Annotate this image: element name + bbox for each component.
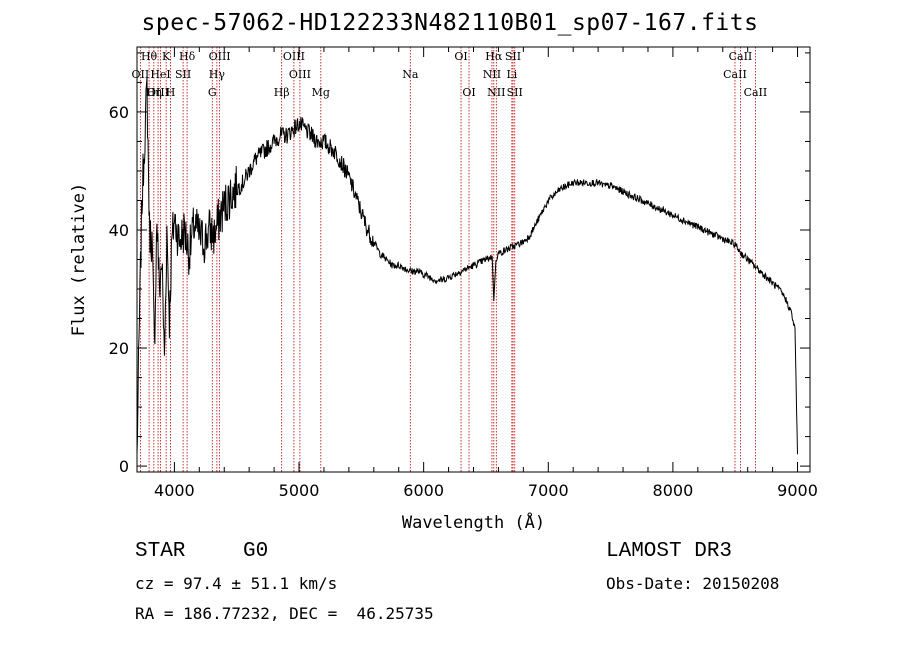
spectral-line-label: H <box>166 86 176 99</box>
x-tick-label: 4000 <box>154 481 195 500</box>
spectral-line-label: OIII <box>289 68 311 81</box>
y-tick-label: 60 <box>109 103 129 122</box>
spectral-line-label: OI <box>462 86 475 99</box>
spectral-line-label: CaII <box>723 68 747 81</box>
spectral-line-label: Li <box>506 68 517 81</box>
axis-ticks <box>137 47 810 472</box>
spectral-line-label: HeI <box>150 68 170 81</box>
spectral-line-label: OIII <box>209 50 231 63</box>
spectral-line-label: OII <box>132 68 150 81</box>
flux-series-line <box>136 76 798 455</box>
y-tick-label: 40 <box>109 221 129 240</box>
x-tick-label: 6000 <box>403 481 444 500</box>
x-axis-label: Wavelength (Å) <box>402 511 545 533</box>
spectral-line-label: Mg <box>312 86 330 99</box>
survey-name: LAMOST DR3 <box>606 540 733 563</box>
x-tick-label: 7000 <box>528 481 569 500</box>
spectral-subclass: G0 <box>243 540 269 563</box>
spectral-line-label: NII <box>483 68 501 81</box>
y-tick-label: 0 <box>119 457 129 476</box>
spectral-line-markers <box>139 47 756 472</box>
spectral-line-label: SII <box>507 86 523 99</box>
spectral-line-label: Hη <box>146 86 162 99</box>
spectral-line-label: Hθ <box>141 50 158 63</box>
observation-date: Obs-Date: 20150208 <box>606 574 780 593</box>
x-tick-label: 8000 <box>653 481 694 500</box>
x-tick-label: 5000 <box>279 481 320 500</box>
y-axis-label: Flux (relative) <box>69 183 89 337</box>
spectral-line-label: Hβ <box>274 86 290 99</box>
spectral-line-label: G <box>208 86 217 99</box>
spectral-line-label: K <box>162 50 171 63</box>
chart-title: spec-57062-HD122233N482110B01_sp07-167.f… <box>141 10 759 36</box>
y-tick-label: 20 <box>109 339 129 358</box>
axis-tick-labels: 4000 5000 6000 7000 8000 9000 0 20 40 60 <box>109 103 818 500</box>
object-type: STAR <box>135 540 186 563</box>
spectral-line-label: Hδ <box>179 50 196 63</box>
plot-frame <box>136 46 811 473</box>
spectral-line-label: OI <box>454 50 467 63</box>
spectral-line-label: SII <box>175 68 191 81</box>
spectral-line-label: OIII <box>283 50 305 63</box>
spectral-line-label: Na <box>402 68 419 81</box>
redshift-readout: cz = 97.4 ± 51.1 km/s <box>135 574 338 593</box>
spectral-line-label: SII <box>505 50 521 63</box>
x-tick-label: 9000 <box>777 481 818 500</box>
spectral-line-label: CaII <box>744 86 768 99</box>
coordinates-readout: RA = 186.77232, DEC = 46.25735 <box>135 604 434 623</box>
spectral-line-label: NII <box>487 86 505 99</box>
spectral-line-label: OIII <box>147 86 169 99</box>
spectral-line-label: Hα <box>485 50 503 63</box>
spectral-line-label: CaII <box>729 50 753 63</box>
spectral-line-label: Hγ <box>209 68 226 81</box>
